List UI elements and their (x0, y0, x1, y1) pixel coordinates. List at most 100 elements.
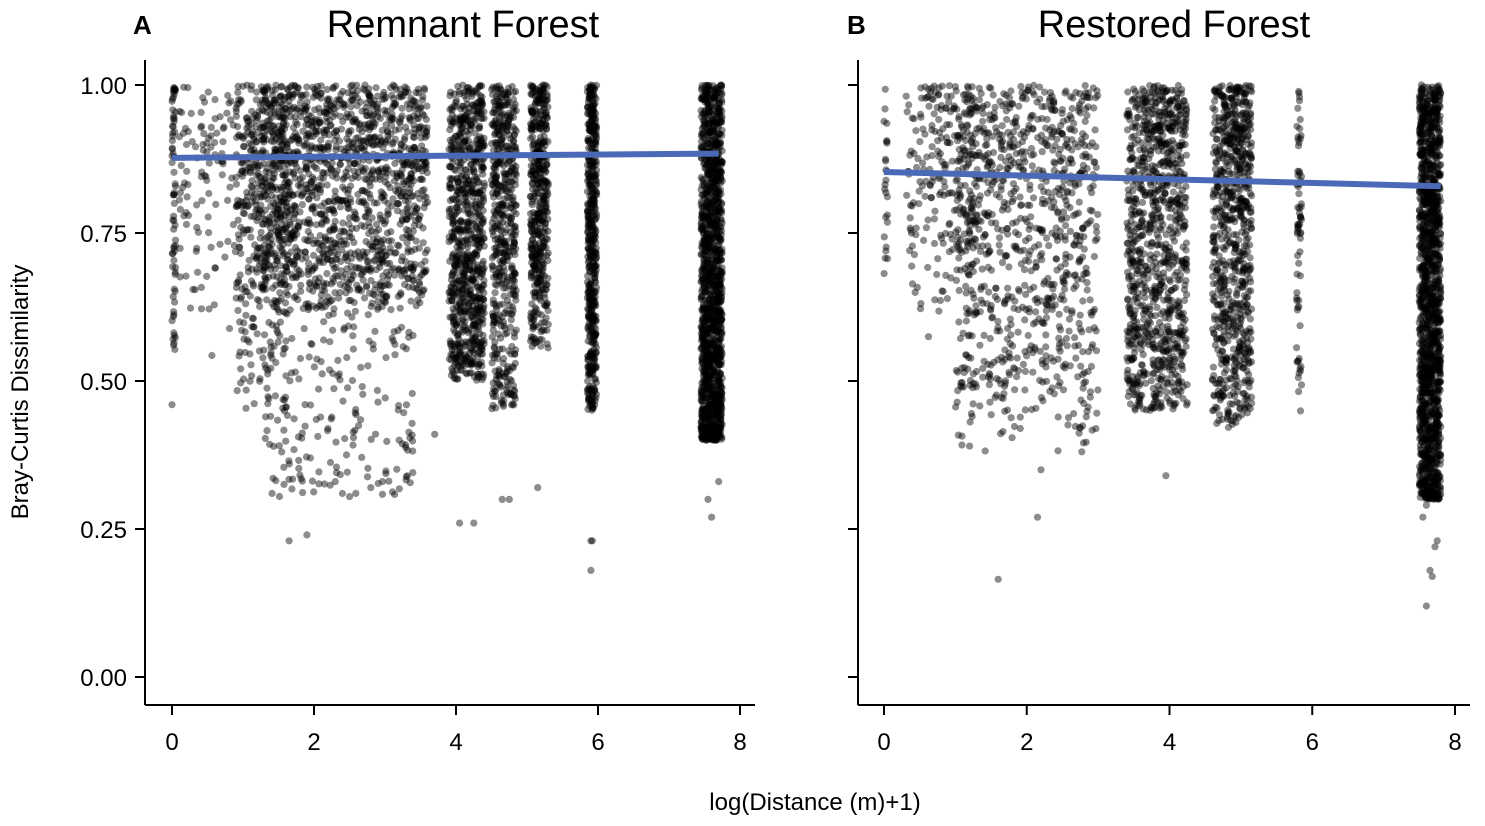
data-point (491, 289, 499, 297)
data-point (448, 104, 456, 112)
data-point (305, 216, 313, 224)
data-point (169, 132, 177, 140)
data-point (462, 236, 470, 244)
data-point (275, 110, 283, 118)
data-point (353, 102, 361, 110)
data-point (239, 134, 247, 143)
data-point (502, 284, 510, 292)
data-point (270, 96, 279, 104)
data-point (527, 125, 535, 133)
data-point (253, 88, 261, 96)
data-point (243, 188, 251, 196)
data-point (279, 395, 287, 404)
data-point (277, 99, 285, 107)
data-point (346, 286, 354, 294)
data-point (247, 277, 256, 285)
data-point (412, 237, 420, 245)
data-point (528, 335, 536, 343)
data-point (249, 280, 257, 288)
data-point (286, 168, 294, 176)
data-point (381, 137, 390, 145)
data-point (202, 172, 210, 181)
data-point (276, 332, 284, 340)
data-point (422, 266, 430, 274)
data-point (324, 424, 332, 433)
data-point (239, 198, 247, 206)
data-point (276, 279, 284, 287)
data-point (389, 139, 397, 147)
data-point (229, 221, 237, 229)
data-point (170, 225, 178, 233)
data-point (267, 202, 275, 210)
data-point (289, 168, 298, 176)
data-point (586, 236, 595, 244)
data-point (349, 118, 357, 126)
data-point (235, 100, 243, 108)
data-point (348, 96, 356, 104)
data-point (345, 127, 353, 136)
data-point (490, 344, 499, 352)
data-point (353, 281, 361, 289)
data-point (312, 304, 320, 312)
data-point (480, 289, 488, 297)
data-point (459, 316, 467, 324)
data-point (285, 475, 293, 483)
data-point (509, 277, 517, 285)
data-point (508, 363, 517, 371)
data-point (289, 133, 297, 141)
data-point (234, 82, 242, 90)
data-point (244, 203, 252, 211)
data-point (446, 196, 454, 204)
data-point (244, 122, 252, 130)
data-point (410, 129, 418, 137)
data-point (200, 130, 208, 138)
data-point (232, 112, 240, 120)
data-point (262, 168, 270, 176)
data-point (264, 187, 272, 195)
data-point (239, 201, 248, 209)
data-point (244, 201, 252, 209)
data-point (171, 85, 179, 93)
data-point (297, 281, 305, 289)
data-point (189, 285, 197, 293)
data-point (240, 210, 248, 218)
data-point (468, 184, 476, 192)
data-point (289, 170, 298, 178)
data-point (280, 308, 288, 316)
data-point (169, 114, 177, 122)
data-point (330, 100, 338, 108)
data-point (170, 191, 178, 199)
panel-remnant-forest: A Remnant Forest 0.000.250.500.751.000 2 4… (80, 4, 755, 756)
data-point (244, 264, 252, 272)
data-point (255, 244, 263, 252)
data-point (260, 159, 268, 167)
data-point (205, 189, 213, 198)
data-point (537, 140, 545, 148)
data-point (259, 354, 267, 362)
data-point (281, 125, 289, 133)
data-point (292, 273, 300, 281)
data-point (242, 300, 250, 308)
data-point (317, 136, 325, 144)
data-point (478, 93, 486, 101)
data-point (197, 283, 205, 291)
data-point (306, 280, 314, 288)
data-point (311, 106, 319, 114)
data-point (265, 231, 273, 240)
data-point (264, 251, 272, 259)
data-point (339, 219, 347, 227)
data-point (348, 376, 357, 385)
data-point (542, 244, 550, 252)
data-point (388, 114, 396, 122)
data-point (278, 226, 287, 234)
data-point (407, 297, 415, 305)
data-point (541, 100, 549, 109)
data-point (219, 124, 227, 132)
data-point (454, 82, 462, 90)
data-point (170, 311, 178, 319)
data-point (171, 247, 179, 255)
data-point (268, 137, 276, 145)
data-point (592, 180, 600, 188)
data-point (248, 323, 256, 331)
data-point (401, 280, 409, 289)
